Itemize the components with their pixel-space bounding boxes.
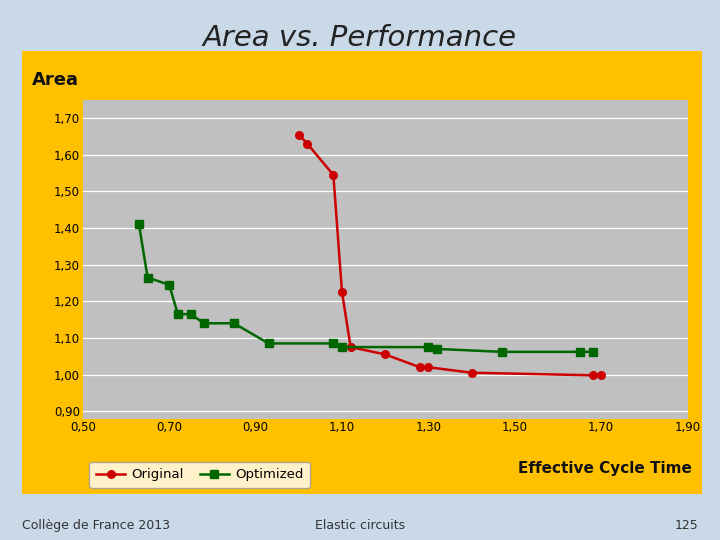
Original [303,140,312,147]
Optimized [498,349,506,355]
Optimized [264,340,273,347]
Optimized [338,344,346,350]
Original [294,131,303,138]
Optimized [433,346,441,352]
Original [597,372,606,379]
Optimized [329,340,338,347]
Text: Effective Cycle Time: Effective Cycle Time [518,461,692,476]
Text: Area: Area [32,71,78,89]
Text: Collège de France 2013: Collège de France 2013 [22,519,170,532]
Line: Original: Original [295,131,605,379]
Line: Optimized: Optimized [135,221,596,356]
Optimized [199,320,208,327]
Optimized [588,349,597,355]
Original [338,289,346,295]
Text: Elastic circuits: Elastic circuits [315,519,405,532]
Original [467,369,476,376]
Optimized [424,344,433,350]
Original [415,364,424,370]
Original [424,364,433,370]
Text: Area vs. Performance: Area vs. Performance [203,24,517,52]
Optimized [186,311,195,318]
Original [381,351,390,357]
Optimized [143,274,152,281]
Optimized [165,281,174,288]
Optimized [174,311,182,318]
Original [329,172,338,178]
Original [588,372,597,379]
Legend: Original, Optimized: Original, Optimized [89,462,310,488]
Optimized [135,221,143,228]
Original [346,344,355,350]
Optimized [575,349,584,355]
Optimized [230,320,238,327]
Text: 125: 125 [675,519,698,532]
